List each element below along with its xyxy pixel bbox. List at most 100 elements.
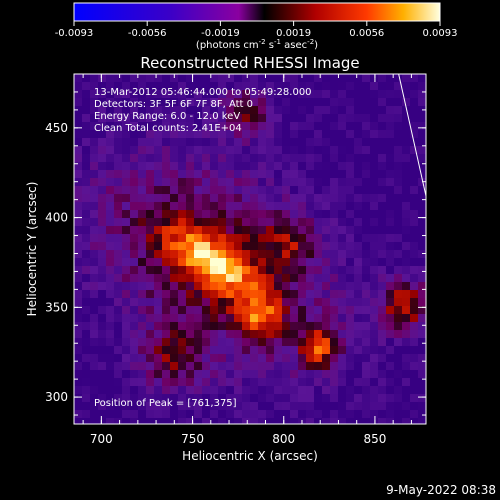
heatmap-cell — [338, 354, 347, 363]
heatmap-cell — [82, 250, 91, 259]
heatmap-cell — [178, 298, 187, 307]
heatmap-cell — [98, 330, 107, 339]
heatmap-cell — [82, 282, 91, 291]
heatmap-cell — [234, 210, 243, 219]
heatmap-cell — [386, 106, 395, 115]
heatmap-cell — [330, 178, 339, 187]
heatmap-cell — [282, 114, 291, 123]
heatmap-cell — [378, 362, 387, 371]
heatmap-cell — [306, 210, 315, 219]
heatmap-cell — [130, 90, 139, 99]
heatmap-cell — [322, 130, 331, 139]
heatmap-cell — [346, 394, 355, 403]
heatmap-cell — [234, 122, 243, 131]
heatmap-cell — [354, 266, 363, 275]
heatmap-cell — [178, 274, 187, 283]
heatmap-cell — [90, 106, 99, 115]
heatmap-cell — [74, 194, 83, 203]
heatmap-cell — [306, 90, 315, 99]
heatmap-cell — [266, 138, 275, 147]
heatmap-cell — [186, 306, 195, 315]
heatmap-cell — [90, 290, 99, 299]
heatmap-cell — [98, 218, 107, 227]
heatmap-cell — [202, 314, 211, 323]
heatmap-cell — [218, 178, 227, 187]
heatmap-cell — [154, 226, 163, 235]
heatmap-cell — [282, 186, 291, 195]
heatmap-cell — [410, 146, 419, 155]
heatmap-cell — [210, 170, 219, 179]
heatmap-cell — [346, 178, 355, 187]
heatmap-cell — [82, 106, 91, 115]
heatmap-cell — [346, 218, 355, 227]
heatmap-cell — [322, 346, 331, 355]
heatmap-cell — [218, 386, 227, 395]
heatmap-cell — [202, 266, 211, 275]
heatmap-cell — [218, 402, 227, 411]
heatmap-cell — [122, 394, 131, 403]
heatmap-cell — [266, 418, 275, 424]
heatmap-cell — [402, 226, 411, 235]
heatmap-cell — [306, 338, 315, 347]
heatmap-cell — [146, 162, 155, 171]
heatmap-cell — [274, 362, 283, 371]
heatmap-cell — [242, 162, 251, 171]
heatmap-cell — [298, 162, 307, 171]
heatmap-cell — [98, 354, 107, 363]
heatmap-cell — [210, 242, 219, 251]
heatmap-cell — [178, 330, 187, 339]
heatmap-cell — [146, 226, 155, 235]
heatmap-cell — [314, 298, 323, 307]
heatmap-cell — [122, 218, 131, 227]
heatmap-cell — [234, 338, 243, 347]
heatmap-cell — [122, 250, 131, 259]
heatmap-cell — [258, 178, 267, 187]
heatmap-cell — [202, 346, 211, 355]
heatmap-cell — [218, 170, 227, 179]
heatmap-cell — [346, 306, 355, 315]
heatmap-cell — [338, 362, 347, 371]
heatmap-cell — [386, 146, 395, 155]
heatmap-cell — [298, 218, 307, 227]
heatmap-cell — [370, 98, 379, 107]
heatmap-cell — [90, 402, 99, 411]
heatmap-cell — [418, 226, 426, 235]
heatmap-cell — [194, 226, 203, 235]
heatmap-cell — [298, 98, 307, 107]
heatmap-cell — [98, 314, 107, 323]
heatmap-cell — [394, 218, 403, 227]
heatmap-area — [74, 74, 426, 424]
heatmap-cell — [298, 186, 307, 195]
heatmap-cell — [162, 122, 171, 131]
heatmap-cell — [90, 394, 99, 403]
heatmap-cell — [338, 82, 347, 91]
heatmap-cell — [314, 74, 323, 83]
heatmap-cell — [258, 82, 267, 91]
heatmap-cell — [330, 210, 339, 219]
heatmap-cell — [338, 266, 347, 275]
heatmap-cell — [354, 74, 363, 83]
heatmap-cell — [74, 114, 83, 123]
heatmap-cell — [250, 186, 259, 195]
heatmap-cell — [242, 306, 251, 315]
heatmap-cell — [218, 338, 227, 347]
peak-position-label: Position of Peak = [761,375] — [94, 398, 237, 409]
heatmap-cell — [282, 410, 291, 419]
heatmap-cell — [218, 274, 227, 283]
heatmap-cell — [90, 178, 99, 187]
heatmap-cell — [114, 202, 123, 211]
heatmap-cell — [386, 314, 395, 323]
heatmap-cell — [186, 74, 195, 83]
heatmap-cell — [106, 90, 115, 99]
heatmap-cell — [354, 346, 363, 355]
heatmap-cell — [202, 194, 211, 203]
heatmap-cell — [354, 154, 363, 163]
heatmap-cell — [210, 410, 219, 419]
heatmap-cell — [154, 354, 163, 363]
heatmap-cell — [106, 338, 115, 347]
heatmap-cell — [194, 370, 203, 379]
heatmap-cell — [306, 138, 315, 147]
heatmap-cell — [210, 74, 219, 83]
heatmap-cell — [82, 122, 91, 131]
heatmap-cell — [210, 202, 219, 211]
